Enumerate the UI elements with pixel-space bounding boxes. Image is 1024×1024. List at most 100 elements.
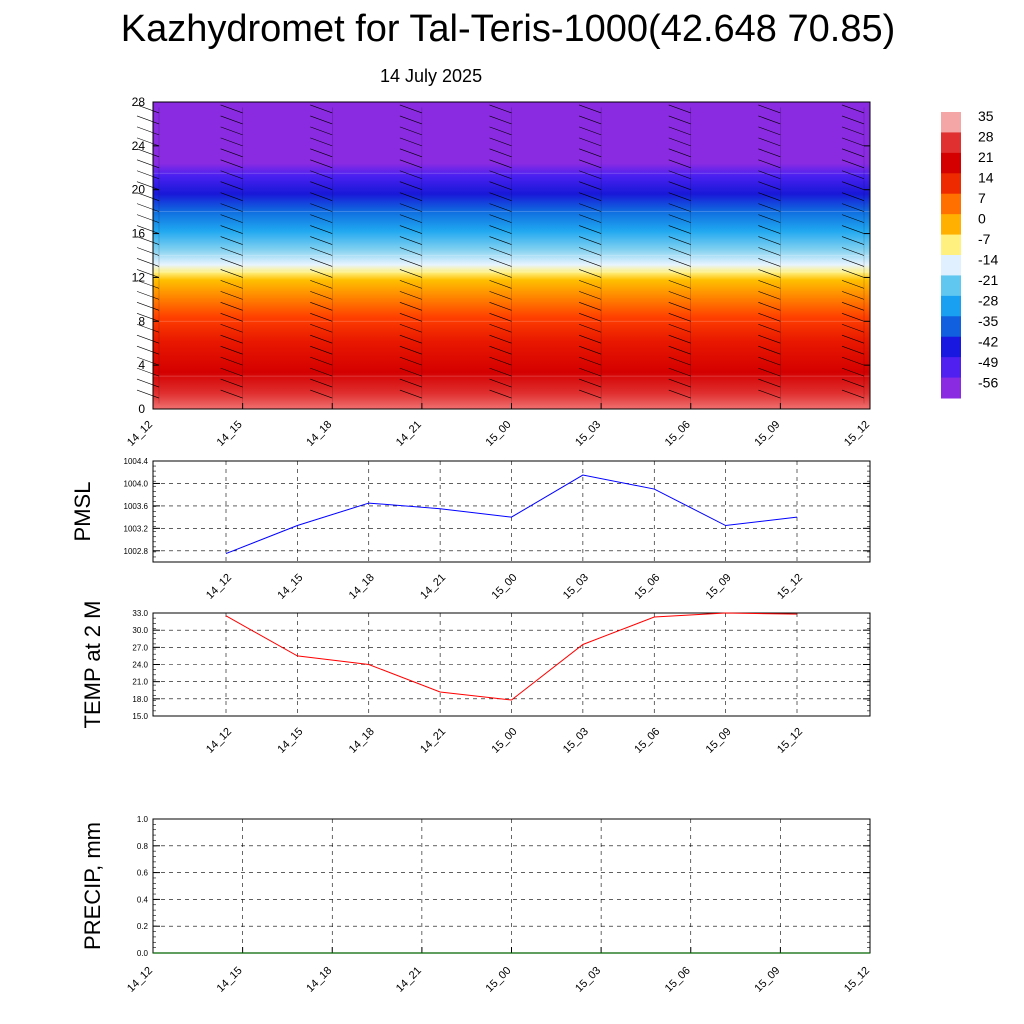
wind-barb bbox=[399, 291, 422, 300]
wind-barb bbox=[579, 323, 602, 333]
y-tick-label: 18.0 bbox=[132, 695, 148, 704]
wind-barb bbox=[220, 236, 243, 245]
x-tick-label: 15_03 bbox=[573, 419, 603, 449]
y-tick-label: 1003.6 bbox=[124, 502, 149, 511]
wind-barb bbox=[841, 280, 865, 289]
wind-barb bbox=[841, 192, 865, 201]
wind-barb bbox=[489, 148, 512, 158]
wind-barb bbox=[310, 323, 333, 333]
y-tick-label: 30.0 bbox=[132, 626, 148, 635]
wind-barb bbox=[668, 291, 691, 300]
wind-barb bbox=[489, 280, 512, 289]
wind-barb bbox=[489, 302, 512, 311]
chart-title: Kazhydromet for Tal-Teris-1000(42.648 70… bbox=[120, 8, 896, 50]
y-tick-label: 1002.8 bbox=[124, 547, 149, 556]
wind-barb bbox=[489, 181, 512, 190]
wind-barb bbox=[668, 345, 691, 355]
wind-barb bbox=[310, 356, 333, 366]
wind-barb bbox=[758, 367, 781, 377]
wind-barb bbox=[579, 334, 602, 344]
y-tick-label: 0.4 bbox=[137, 895, 149, 904]
wind-barb bbox=[310, 148, 333, 158]
y-tick-label: 12 bbox=[132, 270, 146, 284]
wind-barb bbox=[841, 137, 865, 147]
wind-barb bbox=[399, 378, 422, 388]
wind-barb bbox=[841, 378, 865, 388]
colorbar-swatch bbox=[941, 234, 961, 256]
x-tick-label: 15_09 bbox=[704, 726, 734, 756]
wind-barb bbox=[668, 269, 691, 278]
wind-barb bbox=[668, 247, 691, 256]
x-tick-label: 15_09 bbox=[704, 572, 734, 602]
y-tick-label: 0.0 bbox=[137, 949, 149, 958]
wind-barb bbox=[220, 258, 243, 267]
wind-barb bbox=[841, 367, 865, 377]
wind-barb bbox=[310, 280, 333, 289]
wind-barb bbox=[136, 159, 160, 169]
colorbar-label: -42 bbox=[978, 334, 998, 350]
colorbar-swatch bbox=[941, 357, 961, 379]
wind-barb bbox=[310, 181, 333, 190]
wind-barb bbox=[310, 313, 333, 322]
y-tick-label: 15.0 bbox=[132, 712, 148, 721]
panel-frame bbox=[152, 612, 871, 717]
wind-barb bbox=[136, 137, 160, 147]
colorbar-label: 28 bbox=[978, 129, 994, 145]
wind-barb bbox=[579, 356, 602, 366]
wind-barb bbox=[668, 225, 691, 234]
wind-barb bbox=[136, 280, 160, 289]
wind-barb bbox=[668, 192, 691, 201]
wind-barb bbox=[758, 126, 781, 136]
wind-barb bbox=[220, 137, 243, 147]
panel-frame bbox=[152, 460, 871, 563]
wind-barb bbox=[841, 258, 865, 267]
wind-barb bbox=[668, 356, 691, 366]
wind-barb bbox=[841, 291, 865, 300]
x-tick-label: 14_18 bbox=[347, 572, 377, 602]
wind-barb bbox=[841, 269, 865, 278]
wind-barb bbox=[220, 378, 243, 388]
wind-barb bbox=[399, 247, 422, 256]
wind-barb bbox=[136, 313, 160, 322]
y-tick-label: 24.0 bbox=[132, 661, 148, 670]
wind-barb bbox=[841, 170, 865, 180]
wind-barb bbox=[841, 302, 865, 311]
x-tick-label: 15_06 bbox=[632, 572, 662, 602]
wind-barb bbox=[758, 334, 781, 344]
wind-barb bbox=[489, 313, 512, 322]
colorbar-label: -28 bbox=[978, 293, 998, 309]
wind-barb bbox=[399, 225, 422, 234]
wind-barb bbox=[758, 115, 781, 125]
wind-barb bbox=[758, 148, 781, 158]
wind-barb bbox=[136, 104, 160, 114]
wind-barb bbox=[841, 148, 865, 158]
wind-barb bbox=[841, 214, 865, 223]
wind-barb bbox=[136, 148, 160, 158]
x-tick-label: 14_21 bbox=[418, 572, 448, 602]
x-tick-label: 14_15 bbox=[215, 419, 245, 449]
wind-barb bbox=[758, 192, 781, 201]
wind-barb bbox=[136, 378, 160, 388]
wind-barb bbox=[668, 389, 691, 399]
wind-barb bbox=[758, 302, 781, 311]
wind-barb bbox=[758, 313, 781, 322]
wind-barb bbox=[310, 236, 333, 245]
y-tick-label: 0.8 bbox=[137, 842, 149, 851]
wind-barb bbox=[758, 323, 781, 333]
wind-barb bbox=[579, 104, 602, 114]
wind-barb bbox=[220, 313, 243, 322]
wind-barb bbox=[668, 126, 691, 136]
wind-barb bbox=[399, 203, 422, 212]
wind-barb bbox=[579, 214, 602, 223]
wind-barb bbox=[399, 159, 422, 169]
wind-barb bbox=[399, 302, 422, 311]
wind-barb bbox=[489, 334, 512, 344]
wind-barb bbox=[220, 203, 243, 212]
x-tick-label: 15_00 bbox=[490, 572, 520, 602]
wind-barb bbox=[136, 356, 160, 366]
wind-barb bbox=[399, 137, 422, 147]
wind-barb bbox=[489, 137, 512, 147]
wind-barb bbox=[399, 181, 422, 190]
wind-barb bbox=[220, 104, 243, 114]
